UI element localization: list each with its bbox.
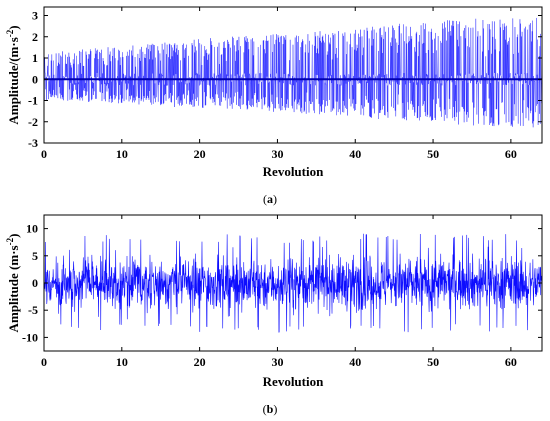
panel-a-y-ticks: -3 -2 -1 0 1 2 3 [28,9,542,150]
panel-b: 0 10 20 30 40 50 60 -10 -5 0 5 10 Revolution Ampli… [5,214,543,416]
panel-b-y-axis-label-main: Amplitude (m·s [6,245,21,332]
panel-a-y-axis-label-sup: -2 [5,29,15,37]
panel-b-y-tick-label: 5 [32,249,38,263]
panel-a-x-tick-label: 60 [505,147,517,161]
panel-a-y-tick-label: -2 [28,115,38,129]
panel-a-x-tick-label: 0 [41,147,47,161]
panel-a-y-tick-label: 2 [32,30,38,44]
panel-b-caption: (b) [263,402,278,416]
panel-b-signal-trace [43,233,543,333]
panel-a-y-tick-label: 0 [32,72,38,86]
panel-a-x-tick-label: 20 [194,147,206,161]
panel-a-x-axis-label: Revolution [263,164,324,179]
panel-a-x-tick-label: 30 [271,147,283,161]
panel-a: 0 10 20 30 40 50 60 -3 -2 -1 0 1 2 3 Revolution Ampl… [5,6,543,206]
panel-a-x-tick-label: 50 [427,147,439,161]
panel-a-y-tick-label: -1 [28,94,38,108]
panel-a-caption: (a) [263,192,277,206]
panel-b-x-tick-label: 10 [116,355,128,369]
panel-a-signal-trace [43,17,543,128]
panel-a-y-tick-label: -3 [28,136,38,150]
panel-b-x-tick-label: 60 [505,355,517,369]
panel-a-frame [43,6,543,144]
panel-a-y-axis-label-close: ) [6,25,21,29]
panel-b-x-tick-label: 30 [271,355,283,369]
panel-b-y-ticks: -10 -5 0 5 10 [22,222,542,344]
panel-b-x-tick-label: 0 [41,355,47,369]
panel-a-x-tick-label: 40 [349,147,361,161]
panel-b-y-axis-label-close: ) [6,234,21,238]
panel-b-y-tick-label: 0 [32,276,38,290]
panel-a-y-axis-label: Amplitude/(m·s-2) [5,25,21,124]
panel-a-y-tick-label: 3 [32,9,38,23]
panel-a-y-tick-label: 1 [32,51,38,65]
panel-b-x-axis-label: Revolution [263,374,324,389]
panel-b-x-tick-label: 40 [349,355,361,369]
panel-a-x-ticks: 0 10 20 30 40 50 60 [41,7,517,161]
panel-b-y-tick-label: -5 [28,303,38,317]
panel-b-x-tick-label: 50 [427,355,439,369]
panel-b-y-tick-label: 10 [26,222,38,236]
panel-b-y-axis-label-sup: -2 [5,237,15,245]
panel-b-signal [43,233,543,333]
panel-b-x-tick-label: 20 [194,355,206,369]
panel-b-x-ticks: 0 10 20 30 40 50 60 [41,215,517,369]
panel-a-x-tick-label: 10 [116,147,128,161]
panel-b-y-axis-label: Amplitude (m·s-2) [5,234,21,333]
panel-a-signal [43,17,543,128]
panel-b-y-tick-label: -10 [22,330,38,344]
panel-a-y-axis-label-main: Amplitude/(m·s [6,37,21,124]
